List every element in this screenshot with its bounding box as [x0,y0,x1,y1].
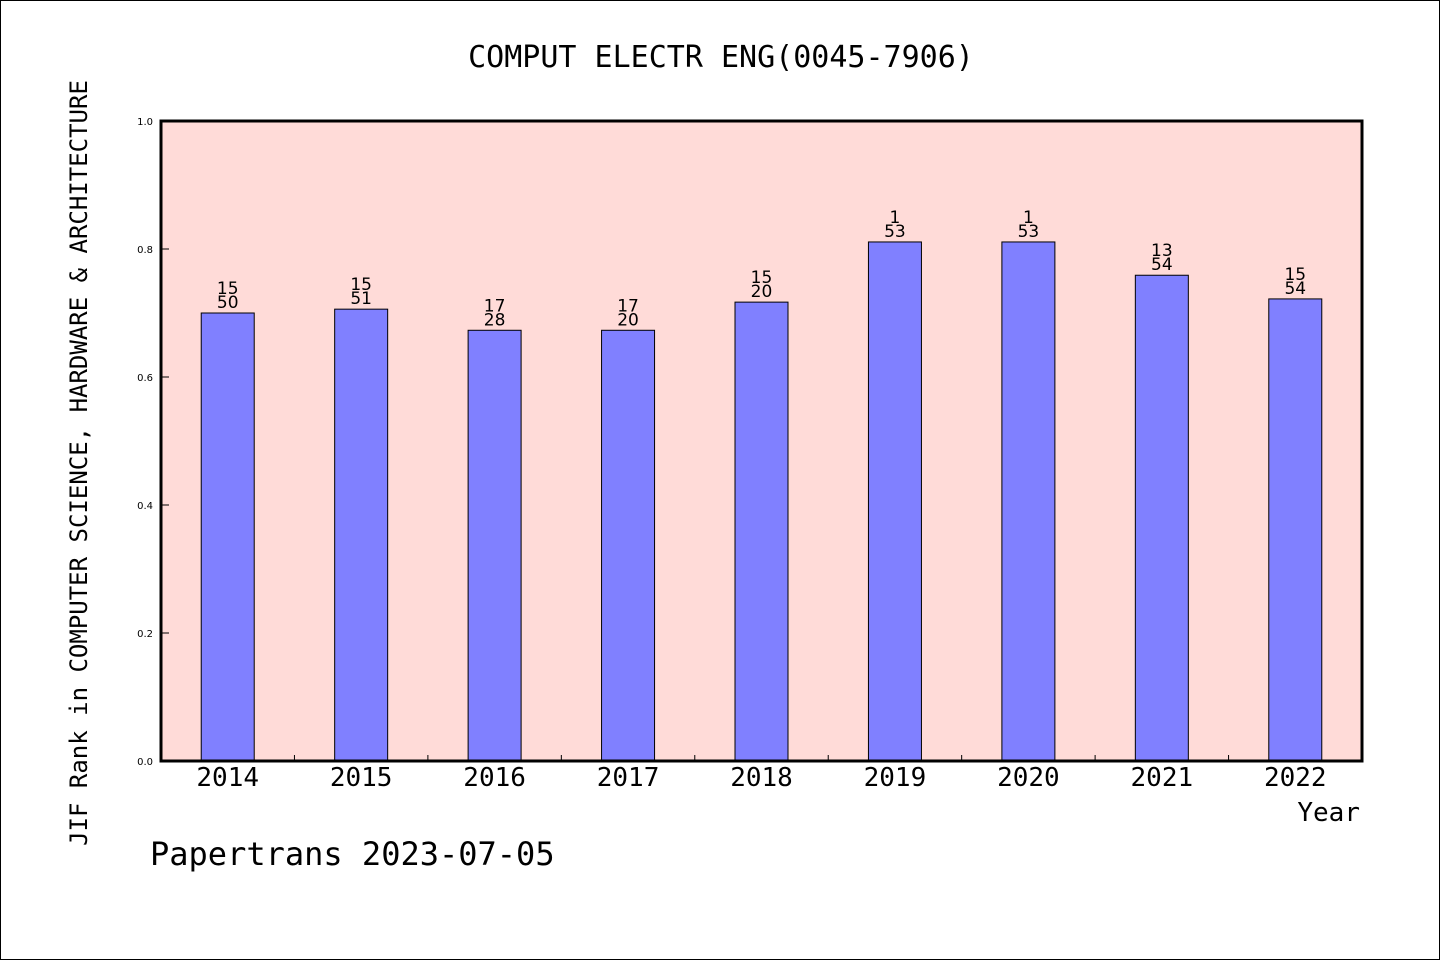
y-tick-label: 0.8 [137,245,153,256]
data-label-bottom: 20 [751,282,773,302]
data-label-top: 1 [890,208,901,228]
bar-2014 [200,312,255,762]
data-label-top: 15 [350,275,372,295]
data-label-bottom: 53 [884,222,906,242]
bar-2018 [734,301,789,762]
data-label-bottom: 50 [217,293,239,313]
y-tick-label: 0.6 [137,373,153,384]
data-label-top: 1 [1023,208,1034,228]
bar-2015 [334,308,389,762]
bar-2017 [601,329,656,762]
data-label-bottom: 53 [1018,222,1040,242]
data-label-top: 15 [217,279,239,299]
y-tick-label: 1.0 [137,117,153,128]
x-tick-label: 2022 [1264,763,1327,793]
bar-2016 [467,329,522,762]
x-tick-label: 2020 [997,763,1060,793]
data-label-top: 15 [1284,265,1306,285]
plot-border [159,119,1364,763]
data-label-bottom: 54 [1284,279,1306,299]
x-axis-label: Year [1297,798,1360,828]
data-label-top: 17 [617,296,639,316]
bar-2019 [867,241,922,762]
chart-title: COMPUT ELECTR ENG(0045-7906) [468,40,974,75]
x-tick-label: 2019 [864,763,927,793]
data-label-top: 17 [484,296,506,316]
x-tick-label: 2018 [730,763,793,793]
data-label-top: 13 [1151,241,1173,261]
bar-2022 [1268,298,1323,762]
bar-2021 [1134,274,1189,762]
bar-2020 [1001,241,1056,762]
data-label-top: 15 [751,268,773,288]
x-tick-label: 2014 [196,763,259,793]
y-tick-label: 0.0 [137,757,153,768]
x-axis: 2014 2015 2016 2017 2018 2019 2020 2021 2022 [196,755,1327,793]
y-tick-label: 0.4 [137,501,153,512]
data-label-bottom: 54 [1151,255,1173,275]
x-tick-label: 2015 [330,763,393,793]
y-axis-label: JIF Rank in COMPUTER SCIENCE, HARDWARE &… [65,80,93,846]
data-label-bottom: 28 [484,310,506,330]
x-tick-label: 2021 [1131,763,1194,793]
source-footer: Papertrans 2023-07-05 [150,835,555,873]
data-label-bottom: 51 [350,289,372,309]
x-tick-label: 2017 [597,763,660,793]
data-label-bottom: 20 [617,310,639,330]
bar-series [200,241,1323,762]
y-tick-label: 0.2 [137,629,153,640]
x-tick-label: 2016 [463,763,526,793]
